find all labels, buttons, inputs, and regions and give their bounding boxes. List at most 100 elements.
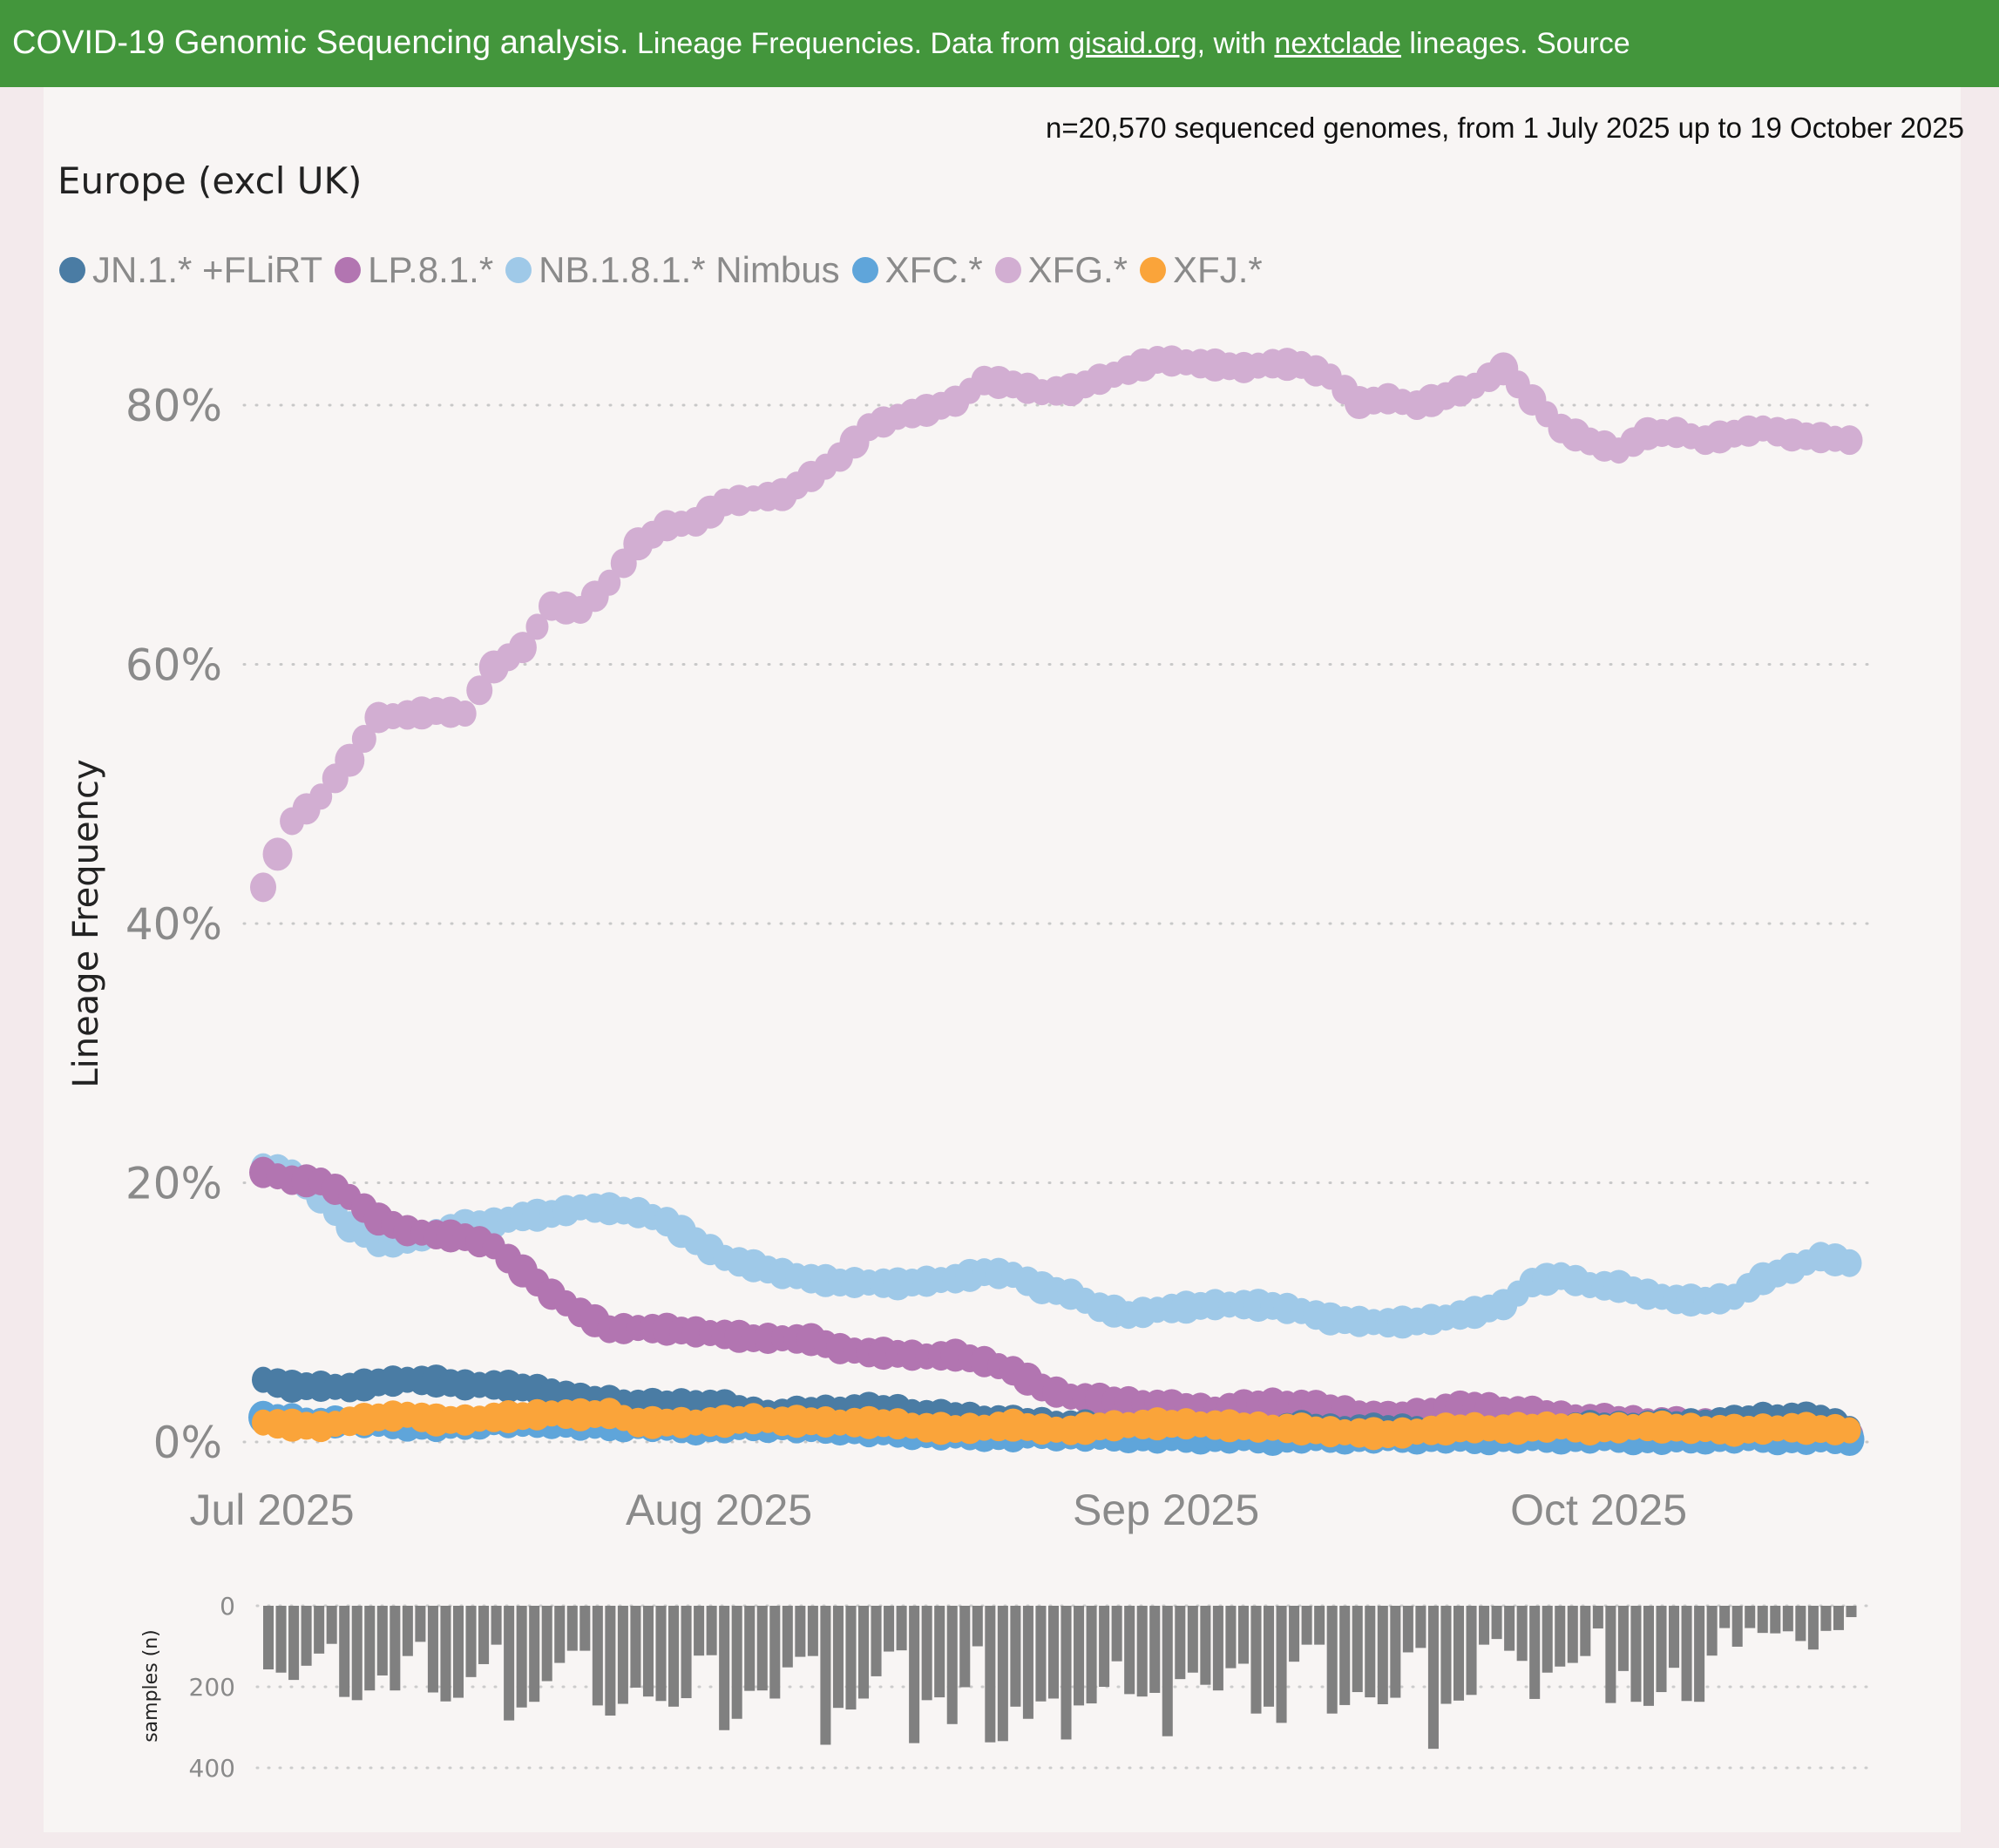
sample-bar <box>1289 1606 1300 1662</box>
series-points <box>248 345 1865 1457</box>
sample-bar <box>263 1606 274 1670</box>
sample-bar <box>642 1606 654 1697</box>
legend-dot-icon <box>851 257 878 283</box>
sample-bar <box>390 1606 401 1691</box>
sample-bar <box>1022 1606 1033 1719</box>
legend-dot-icon <box>335 257 362 283</box>
sample-bar <box>1479 1606 1490 1645</box>
sample-bar <box>1529 1606 1541 1699</box>
sample-bar <box>351 1606 363 1701</box>
nextclade-link[interactable]: nextclade <box>1274 27 1401 60</box>
sample-bar <box>668 1606 680 1707</box>
legend-label: NB.1.8.1.* Nimbus <box>539 249 840 290</box>
region-title: Europe (excl UK) <box>58 159 363 202</box>
y-tick-label: 80% <box>125 381 222 431</box>
sample-bar <box>1225 1606 1237 1669</box>
data-point <box>598 569 621 596</box>
sample-bar <box>1617 1606 1629 1671</box>
sample-bar <box>504 1606 515 1721</box>
sample-bar <box>1390 1606 1401 1698</box>
header-banner: COVID-19 Genomic Sequencing analysis. Li… <box>0 0 1999 87</box>
legend-item-lp81[interactable]: LP.8.1.* <box>335 249 493 291</box>
sample-bar <box>871 1606 882 1676</box>
x-axis-ticks: Jul 2025 Aug 2025 Sep 2025 Oct 2025 <box>189 1486 1687 1534</box>
legend-item-jn1[interactable]: JN.1.* +FLiRT <box>59 249 322 291</box>
sample-bar <box>1656 1606 1667 1693</box>
sample-bar <box>364 1606 376 1691</box>
gisaid-link[interactable]: gisaid.org <box>1068 27 1197 60</box>
sample-bar <box>1694 1606 1705 1702</box>
legend-label: XFC.* <box>884 249 983 290</box>
sample-bar <box>1592 1606 1603 1629</box>
bar-y-axis-label: samples (n) <box>140 1629 162 1743</box>
sample-bar <box>972 1606 983 1647</box>
sample-bar <box>1516 1606 1528 1662</box>
sample-bar <box>1402 1606 1413 1653</box>
sample-bar <box>1060 1606 1072 1740</box>
sample-bar <box>795 1606 806 1657</box>
sample-bar <box>1807 1606 1819 1650</box>
sample-bar <box>1200 1606 1211 1685</box>
sample-bar <box>1427 1606 1439 1750</box>
data-point <box>309 783 333 810</box>
sample-bar <box>440 1606 451 1702</box>
sample-bar <box>617 1606 628 1704</box>
sample-bar <box>731 1606 742 1719</box>
sample-bar <box>376 1606 388 1675</box>
sample-bar <box>1035 1606 1047 1702</box>
sample-bar <box>1099 1606 1110 1687</box>
sample-bar <box>1264 1606 1275 1707</box>
sample-bar <box>314 1606 325 1654</box>
x-tick-label: Oct 2025 <box>1510 1486 1687 1534</box>
sample-bar <box>1415 1606 1426 1648</box>
sample-bar <box>694 1606 705 1656</box>
legend-item-nb181[interactable]: NB.1.8.1.* Nimbus <box>505 249 840 291</box>
sample-bar <box>1846 1606 1857 1618</box>
sample-bar <box>681 1606 692 1699</box>
sample-bar <box>1301 1606 1312 1645</box>
sample-bar <box>1504 1606 1515 1651</box>
sample-bar <box>1237 1606 1249 1664</box>
sample-bar <box>1833 1606 1844 1630</box>
series-xfg <box>250 345 1863 903</box>
sample-bar <box>1074 1606 1085 1706</box>
legend-label: XFG.* <box>1027 249 1128 290</box>
sample-bar <box>1250 1606 1262 1714</box>
sample-bar <box>832 1606 844 1709</box>
data-point <box>1836 425 1863 456</box>
sample-bar <box>301 1606 312 1666</box>
x-tick-label: Jul 2025 <box>189 1486 354 1534</box>
legend-dot-icon <box>1140 257 1167 283</box>
sample-bar <box>1086 1606 1097 1704</box>
legend-dot-icon <box>59 257 85 283</box>
sample-bar <box>985 1606 996 1743</box>
sample-bar <box>1706 1606 1718 1656</box>
sample-bar <box>946 1606 958 1724</box>
sample-bar <box>1795 1606 1806 1642</box>
data-point <box>508 632 537 664</box>
legend-item-xfc[interactable]: XFC.* <box>851 249 983 291</box>
data-point <box>1837 1249 1862 1277</box>
sample-bar <box>1820 1606 1832 1631</box>
legend-dot-icon <box>505 257 532 283</box>
sample-bar <box>465 1606 477 1677</box>
sample-bar <box>1580 1606 1591 1656</box>
data-point <box>525 613 549 640</box>
legend-label: XFJ.* <box>1173 249 1263 290</box>
sample-bar <box>339 1606 350 1697</box>
sample-bar <box>1770 1606 1781 1634</box>
sample-bar <box>605 1606 616 1716</box>
sample-bar <box>845 1606 857 1710</box>
sample-bar <box>579 1606 591 1651</box>
legend-item-xfj[interactable]: XFJ.* <box>1140 249 1263 291</box>
legend-item-xfg[interactable]: XFG.* <box>994 249 1128 291</box>
data-point <box>466 675 493 706</box>
sample-bar <box>1187 1606 1198 1673</box>
sample-bar <box>1377 1606 1388 1704</box>
sample-bar <box>1491 1606 1502 1640</box>
sample-bar <box>1326 1606 1338 1714</box>
data-point <box>1838 1417 1861 1444</box>
sample-bar <box>1757 1606 1768 1634</box>
sample-bar <box>288 1606 300 1681</box>
